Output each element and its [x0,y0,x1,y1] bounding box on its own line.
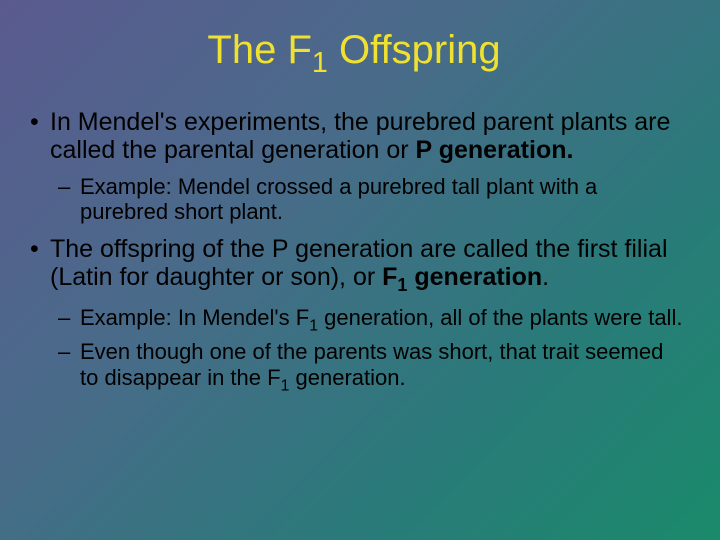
bullet-list: In Mendel's experiments, the purebred pa… [24,108,684,395]
sub-bullet-item: Example: In Mendel's F1 generation, all … [50,305,684,336]
slide-title: The F1 Offspring [24,28,684,80]
bullet-item: The offspring of the P generation are ca… [24,235,684,396]
bullet-tail: . [542,263,549,291]
bullet-bold: F1 generation [382,263,542,291]
sub-bullet-sub: 1 [309,317,318,334]
bullet-item: In Mendel's experiments, the purebred pa… [24,108,684,225]
sub-bullet-pre: Example: In Mendel's F [80,305,309,330]
title-subscript: 1 [312,47,328,79]
sub-bullet-list: Example: Mendel crossed a purebred tall … [50,174,684,225]
sub-bullet-list: Example: In Mendel's F1 generation, all … [50,305,684,396]
sub-bullet-item: Example: Mendel crossed a purebred tall … [50,174,684,225]
sub-bullet-post: generation, all of the plants were tall. [318,305,682,330]
bullet-bold: P generation. [416,136,574,164]
bullet-text: In Mendel's experiments, the purebred pa… [50,108,670,164]
bullet-text: The offspring of the P generation are ca… [50,235,668,291]
sub-bullet-post: generation. [289,365,405,390]
sub-bullet-item: Even though one of the parents was short… [50,339,684,395]
title-pre: The F [207,28,311,72]
sub-bullet-text: Example: Mendel crossed a purebred tall … [80,174,597,224]
title-post: Offspring [328,28,501,72]
